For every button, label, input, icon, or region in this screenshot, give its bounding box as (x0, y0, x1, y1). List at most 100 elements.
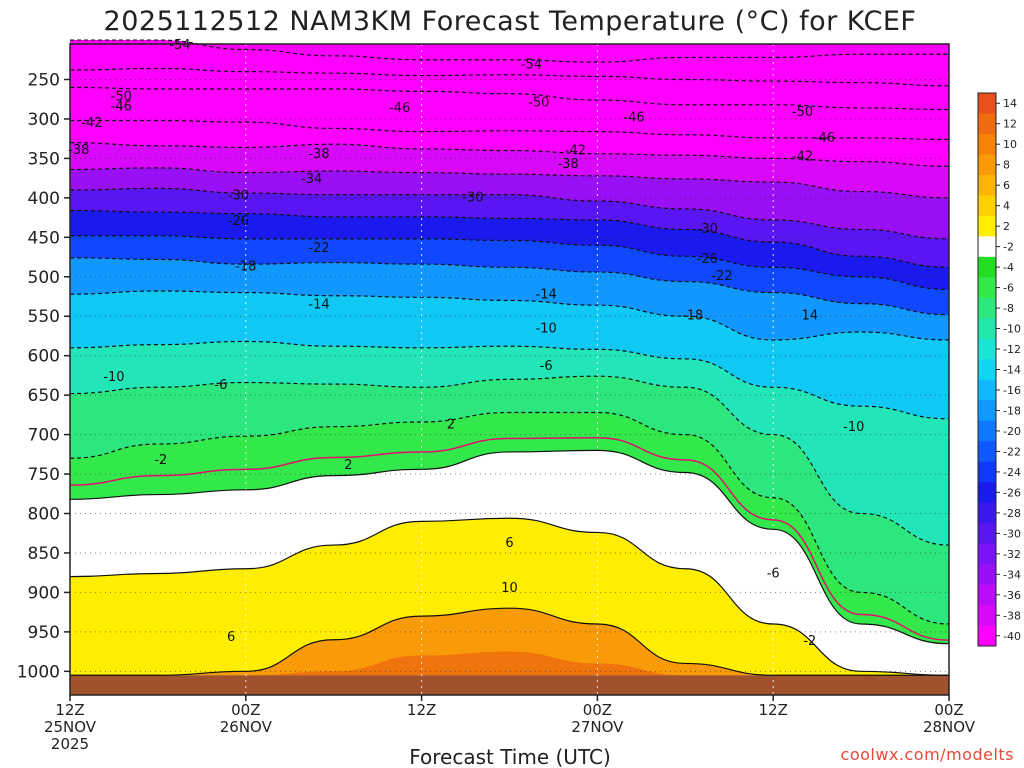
contour-label: -38 (68, 143, 89, 158)
y-tick-label: 350 (28, 149, 60, 169)
x-tick-label: 12Z (55, 701, 84, 719)
colorbar-tick-label: -26 (1003, 486, 1021, 499)
contour-label: -42 (792, 149, 813, 164)
isotherm-contour (69, 257, 950, 316)
freezing-line (69, 437, 950, 641)
y-tick-label: 600 (28, 347, 60, 367)
contour-label: 6 (227, 630, 235, 645)
colorbar-tick-label: -10 (1003, 323, 1021, 336)
contour-label: -50 (111, 89, 132, 104)
contour-label: -50 (792, 105, 813, 120)
x-tick-label: 00Z (934, 701, 963, 719)
contour-label: -10 (843, 420, 864, 435)
y-axis: 250 300 350 400 450 500 550 600 650 700 750 800 850 9… (17, 71, 70, 682)
colorbar-swatch (978, 318, 996, 340)
contour-label: 14 (802, 309, 819, 324)
contour-label: -10 (103, 370, 124, 385)
contour-label: -26 (228, 214, 249, 229)
colorbar-swatch (978, 625, 996, 647)
colorbar-tick-label: 10 (1003, 138, 1017, 151)
y-tick-label: 650 (28, 386, 60, 406)
temperature-band (70, 651, 949, 676)
colorbar-swatch (978, 543, 996, 565)
contour-label: -2 (154, 453, 167, 468)
isotherm-contour (69, 517, 950, 676)
colorbar-tick-label: -2 (1003, 241, 1014, 254)
colorbar-swatch (978, 215, 996, 237)
chart-title: 2025112512 NAM3KM Forecast Temperature (… (104, 6, 917, 37)
freezing-line-0c (69, 437, 950, 641)
colorbar-tick-label: -38 (1003, 609, 1021, 622)
colorbar-tick-label: -18 (1003, 404, 1021, 417)
contour-label: 10 (501, 581, 518, 596)
colorbar-tick-label: -20 (1003, 425, 1021, 438)
contour-label: -26 (697, 252, 718, 267)
colorbar: 14 12 10 8 6 4 2 -2 -4 -6 -8 -10 -12 -14 -16 -18 -20 -22 -… (977, 92, 1021, 647)
contour-label: -34 (301, 172, 322, 187)
contour-label: -46 (111, 100, 132, 115)
colorbar-tick-label: -34 (1003, 568, 1021, 581)
colorbar-swatch (978, 297, 996, 319)
colorbar-tick-label: -28 (1003, 507, 1021, 520)
x-tick-label: 12Z (759, 701, 788, 719)
colorbar-swatch (978, 441, 996, 463)
contour-label: -10 (536, 321, 557, 336)
contour-label: -14 (536, 287, 557, 302)
x-tick-label: 12Z (407, 701, 436, 719)
colorbar-swatch (978, 133, 996, 155)
colorbar-swatch (978, 93, 996, 114)
colorbar-swatch (978, 461, 996, 483)
y-tick-label: 950 (28, 623, 60, 643)
x-axis-label: Forecast Time (UTC) (409, 745, 611, 768)
colorbar-tick-label: -36 (1003, 589, 1021, 602)
colorbar-tick-label: 14 (1003, 97, 1017, 110)
isotherm-contours (69, 39, 950, 676)
contour-label: -30 (228, 189, 249, 204)
colorbar-swatch (978, 359, 996, 381)
x-tick-label: 28NOV (923, 718, 976, 736)
y-tick-label: 750 (28, 465, 60, 485)
y-tick-label: 300 (28, 110, 60, 130)
colorbar-swatch (978, 379, 996, 401)
colorbar-tick-label: -22 (1003, 445, 1021, 458)
isotherm-contour (69, 290, 950, 341)
colorbar-swatch (978, 523, 996, 545)
isotherm-contour (69, 187, 950, 240)
plot-frame (69, 43, 950, 696)
colorbar-tick-label: -14 (1003, 364, 1021, 377)
credit-text: coolwx.com/modelts (841, 745, 1014, 764)
isotherm-contour (69, 340, 950, 420)
contour-label: -2 (803, 634, 816, 649)
y-tick-label: 850 (28, 544, 60, 564)
x-tick-label: 2025 (51, 735, 89, 753)
colorbar-tick-label: -8 (1003, 302, 1014, 315)
y-tick-label: 800 (28, 505, 60, 525)
y-tick-label: 500 (28, 268, 60, 288)
colorbar-tick-label: 2 (1003, 220, 1010, 233)
colorbar-tick-label: -16 (1003, 384, 1021, 397)
contour-label: 2 (447, 418, 455, 433)
contour-label: -6 (767, 567, 780, 582)
y-tick-label: 450 (28, 228, 60, 248)
contour-label: -42 (81, 116, 102, 131)
contour-labels: -54-54-50 -50-50-46 -46-46-46-42-42 -42-38-… (68, 38, 864, 649)
colorbar-swatch (978, 277, 996, 299)
colorbar-swatch (978, 174, 996, 196)
contour-label: -6 (540, 359, 553, 374)
colorbar-swatch (978, 154, 996, 176)
contour-label: -22 (711, 269, 732, 284)
temperature-band (70, 608, 949, 676)
colorbar-tick-label: -6 (1003, 282, 1014, 295)
ground-fill (70, 675, 949, 695)
x-tick-label: 27NOV (571, 718, 624, 736)
colorbar-swatch (978, 564, 996, 586)
colorbar-swatch (978, 338, 996, 360)
contour-label: -46 (389, 101, 410, 116)
contour-label: -38 (557, 157, 578, 172)
colorbar-tick-label: -30 (1003, 527, 1021, 540)
x-tick-label: 00Z (231, 701, 260, 719)
contour-label: -50 (528, 96, 549, 111)
y-tick-label: 700 (28, 426, 60, 446)
colorbar-tick-label: -40 (1003, 630, 1021, 643)
